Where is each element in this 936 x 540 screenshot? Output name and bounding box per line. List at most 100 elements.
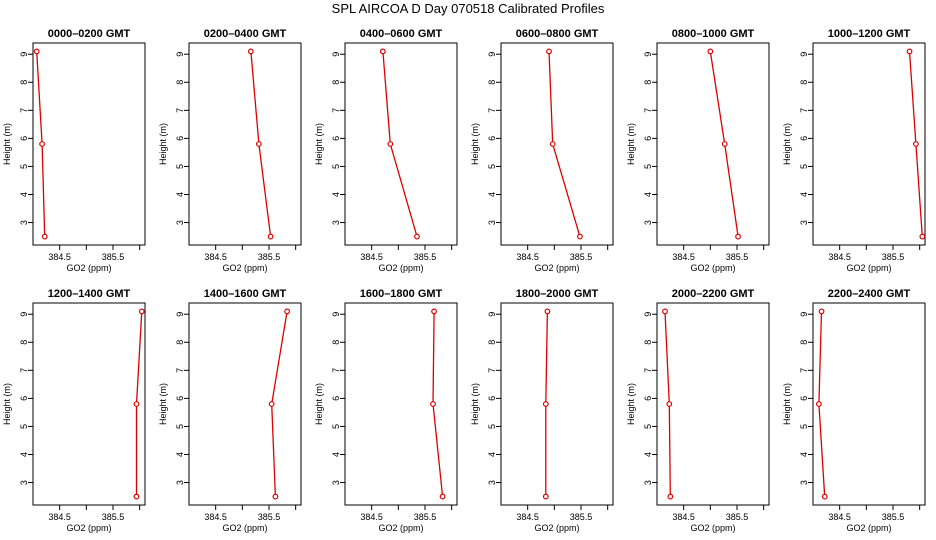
y-tick-label: 7 xyxy=(19,108,29,113)
y-tick-label: 3 xyxy=(643,480,653,485)
y-axis-label: Height (m) xyxy=(314,123,324,165)
y-tick-label: 7 xyxy=(643,368,653,373)
y-tick-label: 9 xyxy=(487,52,497,57)
x-tick-label: 385.5 xyxy=(258,252,281,262)
data-point xyxy=(721,141,728,147)
y-tick-label: 9 xyxy=(331,52,341,57)
y-tick-label: 8 xyxy=(19,80,29,85)
x-tick-label: 385.5 xyxy=(726,252,749,262)
x-tick-label: 385.5 xyxy=(882,512,905,522)
data-point xyxy=(821,493,828,500)
data-point xyxy=(906,48,913,55)
data-point xyxy=(39,141,45,147)
y-tick-label: 5 xyxy=(643,164,653,169)
plot-frame xyxy=(500,302,614,506)
x-tick-label: 384.5 xyxy=(360,252,383,262)
y-tick-label: 4 xyxy=(175,452,185,457)
y-tick-label: 4 xyxy=(19,452,29,457)
x-tick-label: 384.5 xyxy=(204,252,227,262)
x-axis-label: GO2 (ppm) xyxy=(846,523,891,533)
y-tick-label: 4 xyxy=(487,452,497,457)
y-tick-label: 7 xyxy=(19,368,29,373)
y-axis-label: Height (m) xyxy=(158,383,168,425)
y-tick-label: 6 xyxy=(331,136,341,141)
x-axis-label: GO2 (ppm) xyxy=(66,263,111,273)
x-tick-label: 385.5 xyxy=(258,512,281,522)
x-tick-label: 384.5 xyxy=(516,512,539,522)
y-tick-label: 3 xyxy=(799,480,809,485)
data-point xyxy=(815,401,822,407)
x-tick-label: 385.5 xyxy=(102,252,125,262)
y-tick-label: 4 xyxy=(487,192,497,197)
y-tick-label: 8 xyxy=(643,80,653,85)
data-point xyxy=(577,233,583,240)
y-tick-label: 5 xyxy=(643,424,653,429)
data-point xyxy=(549,141,556,147)
y-tick-label: 7 xyxy=(487,368,497,373)
x-axis-label: GO2 (ppm) xyxy=(690,523,735,533)
y-tick-label: 9 xyxy=(19,52,29,57)
panel-title: 0200–0400 GMT xyxy=(204,28,287,40)
panel-title: 1400–1600 GMT xyxy=(204,288,287,300)
y-tick-label: 9 xyxy=(175,52,185,57)
figure-title: SPL AIRCOA D Day 070518 Calibrated Profi… xyxy=(331,1,605,16)
plot-frame xyxy=(32,302,146,506)
y-tick-label: 6 xyxy=(175,136,185,141)
data-point xyxy=(662,308,668,315)
panel-title: 0800–1000 GMT xyxy=(672,28,755,40)
y-tick-label: 9 xyxy=(799,312,809,317)
y-tick-label: 7 xyxy=(643,108,653,113)
x-tick-label: 384.5 xyxy=(516,252,539,262)
panel-title: 0600–0800 GMT xyxy=(516,28,599,40)
x-tick-label: 385.5 xyxy=(102,512,125,522)
x-tick-label: 384.5 xyxy=(672,252,695,262)
plot-frame xyxy=(812,42,926,246)
y-tick-label: 3 xyxy=(487,480,497,485)
y-tick-label: 5 xyxy=(331,164,341,169)
data-point xyxy=(133,493,140,500)
plot-frame xyxy=(344,42,458,246)
y-tick-label: 3 xyxy=(19,480,29,485)
x-tick-label: 385.5 xyxy=(414,512,437,522)
x-axis-label: GO2 (ppm) xyxy=(378,523,423,533)
y-tick-label: 8 xyxy=(175,340,185,345)
data-point xyxy=(913,141,919,147)
panel-title: 0400–0600 GMT xyxy=(360,28,443,40)
y-tick-label: 6 xyxy=(487,396,497,401)
y-tick-label: 8 xyxy=(331,80,341,85)
y-tick-label: 4 xyxy=(643,452,653,457)
data-point xyxy=(255,141,262,147)
panel-title: 1000–1200 GMT xyxy=(828,28,911,40)
x-tick-label: 385.5 xyxy=(882,252,905,262)
data-point xyxy=(542,401,549,407)
data-point xyxy=(818,308,825,315)
data-point xyxy=(247,48,254,55)
y-tick-label: 7 xyxy=(175,368,185,373)
y-tick-label: 7 xyxy=(331,368,341,373)
y-tick-label: 9 xyxy=(643,52,653,57)
y-tick-label: 5 xyxy=(799,164,809,169)
y-tick-label: 5 xyxy=(175,164,185,169)
data-point xyxy=(439,493,446,500)
y-tick-label: 8 xyxy=(487,340,497,345)
data-point xyxy=(735,233,741,240)
panel-title: 0000–0200 GMT xyxy=(48,28,131,40)
y-tick-label: 6 xyxy=(799,136,809,141)
x-axis-label: GO2 (ppm) xyxy=(534,523,579,533)
x-tick-label: 385.5 xyxy=(726,512,749,522)
data-point xyxy=(379,48,386,55)
y-tick-label: 5 xyxy=(19,164,29,169)
x-tick-label: 384.5 xyxy=(672,512,695,522)
y-axis-label: Height (m) xyxy=(158,123,168,165)
y-tick-label: 6 xyxy=(643,396,653,401)
data-point xyxy=(267,233,274,240)
data-point xyxy=(414,233,420,240)
x-tick-label: 384.5 xyxy=(828,252,851,262)
y-tick-label: 9 xyxy=(175,312,185,317)
y-tick-label: 8 xyxy=(799,340,809,345)
y-tick-label: 4 xyxy=(799,452,809,457)
y-axis-label: Height (m) xyxy=(782,123,792,165)
x-tick-label: 385.5 xyxy=(570,512,593,522)
data-point xyxy=(666,401,673,407)
